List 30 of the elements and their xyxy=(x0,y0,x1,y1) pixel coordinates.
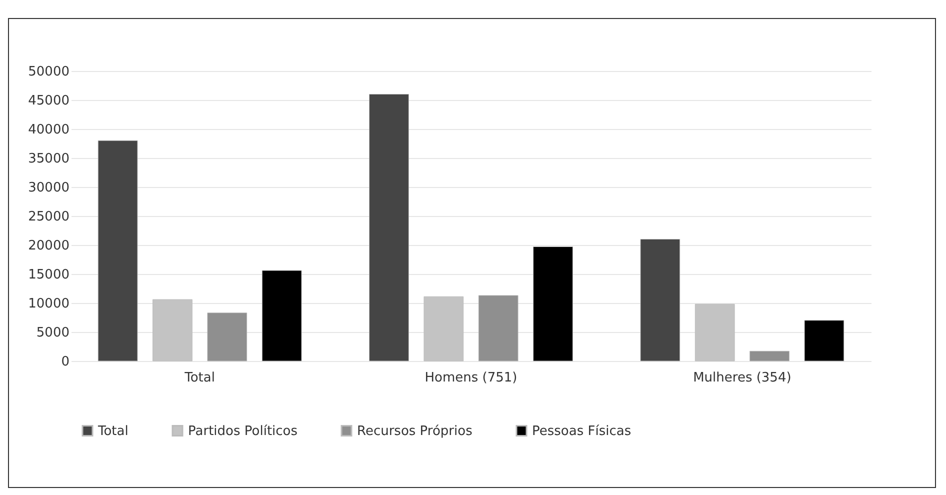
y-tick-label: 50000 xyxy=(28,64,70,80)
y-tick-label: 45000 xyxy=(28,94,70,108)
bar xyxy=(804,320,844,362)
y-tick-label: 15000 xyxy=(28,268,70,282)
y-tick-label: 10000 xyxy=(28,296,70,312)
bar xyxy=(424,296,464,362)
legend-label: Partidos Políticos xyxy=(188,424,298,439)
bar xyxy=(478,295,518,362)
x-tick-label: Total xyxy=(184,370,215,386)
bar xyxy=(640,238,680,362)
x-tick-label: Homens (751) xyxy=(424,370,518,386)
bar xyxy=(207,312,248,362)
x-tick-label: Mulheres (354) xyxy=(693,370,792,386)
bar xyxy=(152,299,192,362)
bar xyxy=(533,246,573,362)
bar xyxy=(750,350,790,362)
y-tick-label: 0 xyxy=(61,354,70,370)
bar xyxy=(98,140,138,362)
bar xyxy=(369,94,409,362)
y-tick-label: 30000 xyxy=(28,180,70,196)
y-tick-label: 25000 xyxy=(28,210,70,224)
y-tick-label: 20000 xyxy=(28,238,70,254)
legend-label: Total xyxy=(97,424,128,439)
y-tick-label: 40000 xyxy=(28,122,70,138)
legend-label: Recursos Próprios xyxy=(357,424,473,439)
bar xyxy=(262,270,302,362)
y-tick-label: 35000 xyxy=(28,152,70,166)
legend-label: Pessoas Físicas xyxy=(532,424,632,439)
bar xyxy=(694,304,735,362)
y-tick-label: 5000 xyxy=(36,326,70,340)
